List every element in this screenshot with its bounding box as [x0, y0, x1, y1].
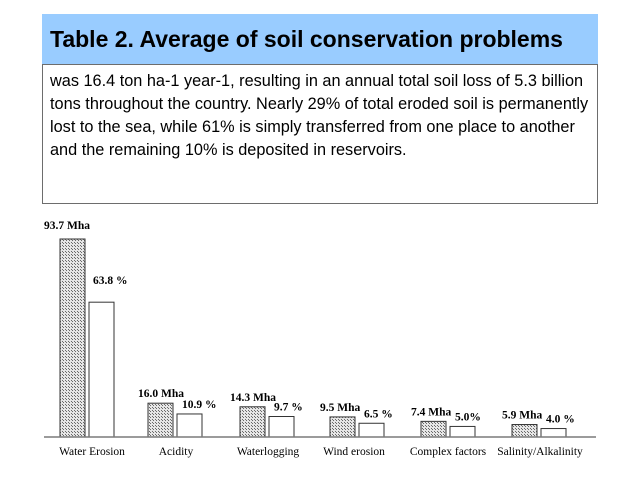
bar-waterlogging-mha — [239, 406, 266, 438]
value-label: 16.0 Mha — [138, 388, 184, 400]
value-label: 5.0% — [455, 411, 481, 423]
value-label: 9.5 Mha — [320, 402, 361, 414]
value-label: 5.9 Mha — [502, 410, 543, 422]
value-label: 9.7 % — [274, 402, 303, 414]
bar-wind-erosion-percent — [358, 422, 385, 438]
value-label: 10.9 % — [182, 399, 217, 411]
bar-water-erosion-percent — [88, 301, 115, 438]
bar-salinity-alkalinity-mha — [511, 424, 538, 438]
bar-acidity-percent — [176, 413, 203, 438]
bar-wind-erosion-mha — [329, 416, 356, 438]
category-label: Complex factors — [410, 446, 487, 458]
category-label: Water Erosion — [59, 446, 125, 458]
value-label: 4.0 % — [546, 414, 575, 426]
value-label: 14.3 Mha — [230, 392, 276, 404]
bar-complex-factors-mha — [420, 420, 447, 438]
bar-salinity-alkalinity-percent — [540, 428, 567, 438]
value-label: 7.4 Mha — [411, 406, 452, 418]
category-label: Wind erosion — [323, 446, 385, 458]
bar-acidity-mha — [147, 402, 174, 438]
text-box: was 16.4 ton ha-1 year-1, resulting in a… — [42, 64, 598, 204]
body-paragraph: was 16.4 ton ha-1 year-1, resulting in a… — [50, 72, 589, 159]
category-label: Salinity/Alkalinity — [497, 446, 583, 458]
value-label: 93.7 Mha — [44, 220, 90, 232]
bar-complex-factors-percent — [449, 425, 476, 438]
category-label: Waterlogging — [237, 446, 300, 458]
value-label: 63.8 % — [93, 275, 128, 287]
slide-title: Table 2. Average of soil conservation pr… — [50, 26, 563, 52]
bar-water-erosion-mha — [59, 238, 86, 438]
value-label: 6.5 % — [364, 408, 393, 420]
title-banner: Table 2. Average of soil conservation pr… — [42, 14, 598, 64]
bar-waterlogging-percent — [268, 416, 295, 438]
category-label: Acidity — [159, 446, 194, 458]
